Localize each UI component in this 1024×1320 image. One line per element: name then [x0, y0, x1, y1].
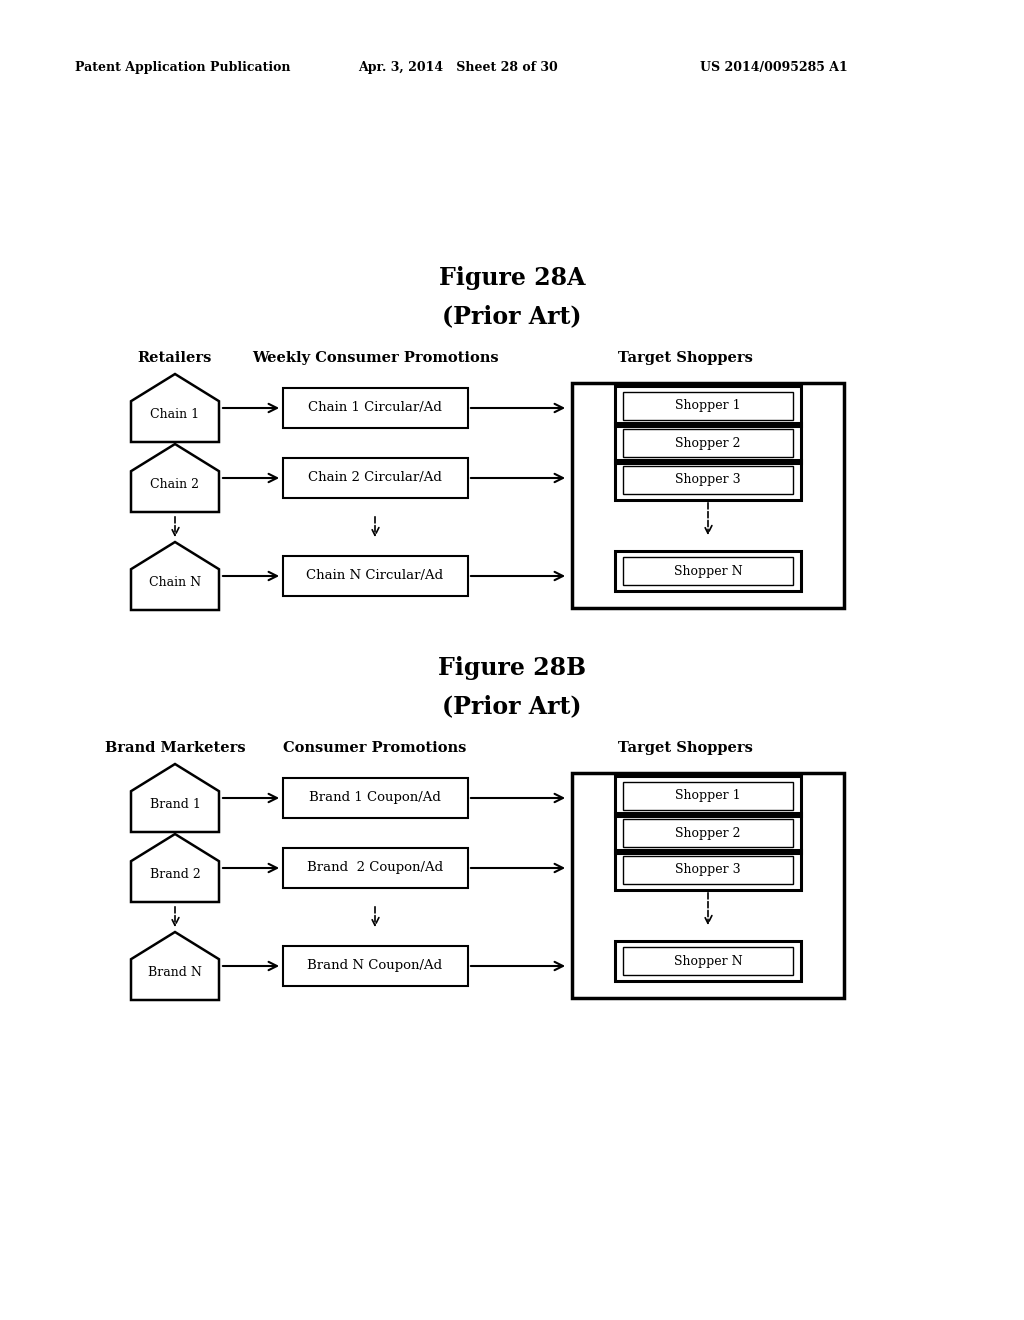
Text: Brand 1: Brand 1: [150, 799, 201, 812]
Text: Brand N Coupon/Ad: Brand N Coupon/Ad: [307, 960, 442, 973]
Bar: [615, 850, 801, 890]
Text: Chain 2: Chain 2: [151, 478, 200, 491]
Bar: [283, 847, 468, 888]
Text: Shopper 3: Shopper 3: [675, 474, 740, 487]
Text: Brand 1 Coupon/Ad: Brand 1 Coupon/Ad: [309, 792, 441, 804]
Text: Chain N: Chain N: [148, 577, 201, 589]
Bar: [615, 422, 801, 463]
Bar: [615, 941, 801, 981]
Text: (Prior Art): (Prior Art): [442, 694, 582, 718]
Bar: [283, 388, 468, 428]
Text: Brand 2: Brand 2: [150, 869, 201, 882]
Bar: [283, 556, 468, 597]
Bar: [623, 392, 793, 420]
Text: Apr. 3, 2014   Sheet 28 of 30: Apr. 3, 2014 Sheet 28 of 30: [358, 62, 558, 74]
Bar: [283, 777, 468, 818]
Bar: [623, 855, 793, 884]
Bar: [623, 946, 793, 975]
Bar: [623, 818, 793, 847]
Bar: [623, 781, 793, 810]
Bar: [615, 776, 801, 816]
Text: Chain N Circular/Ad: Chain N Circular/Ad: [306, 569, 443, 582]
Text: Chain 2 Circular/Ad: Chain 2 Circular/Ad: [308, 471, 442, 484]
Text: Consumer Promotions: Consumer Promotions: [284, 741, 467, 755]
Bar: [623, 466, 793, 494]
Bar: [623, 429, 793, 457]
Bar: [615, 813, 801, 853]
Bar: [615, 550, 801, 591]
Text: Shopper N: Shopper N: [674, 954, 742, 968]
Bar: [615, 385, 801, 426]
Text: Brand Marketers: Brand Marketers: [104, 741, 246, 755]
Text: Shopper N: Shopper N: [674, 565, 742, 578]
Text: (Prior Art): (Prior Art): [442, 304, 582, 327]
Bar: [283, 946, 468, 986]
Text: Retailers: Retailers: [138, 351, 212, 366]
Text: US 2014/0095285 A1: US 2014/0095285 A1: [700, 62, 848, 74]
Text: Chain 1: Chain 1: [151, 408, 200, 421]
Text: Shopper 1: Shopper 1: [675, 789, 740, 803]
Text: Figure 28A: Figure 28A: [438, 267, 586, 290]
Text: Shopper 2: Shopper 2: [675, 437, 740, 450]
Text: Target Shoppers: Target Shoppers: [617, 741, 753, 755]
Bar: [572, 383, 844, 609]
Text: Patent Application Publication: Patent Application Publication: [75, 62, 291, 74]
Text: Target Shoppers: Target Shoppers: [617, 351, 753, 366]
Text: Shopper 2: Shopper 2: [675, 826, 740, 840]
Text: Brand  2 Coupon/Ad: Brand 2 Coupon/Ad: [307, 862, 443, 874]
Text: Shopper 3: Shopper 3: [675, 863, 740, 876]
Bar: [283, 458, 468, 498]
Text: Shopper 1: Shopper 1: [675, 400, 740, 412]
Text: Weekly Consumer Promotions: Weekly Consumer Promotions: [252, 351, 499, 366]
Text: Figure 28B: Figure 28B: [438, 656, 586, 680]
Bar: [572, 774, 844, 998]
Bar: [615, 459, 801, 500]
Bar: [623, 557, 793, 585]
Text: Brand N: Brand N: [148, 966, 202, 979]
Text: Chain 1 Circular/Ad: Chain 1 Circular/Ad: [308, 401, 442, 414]
